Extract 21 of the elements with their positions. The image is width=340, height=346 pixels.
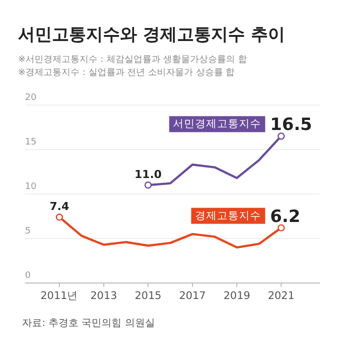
- data-label: 6.2: [270, 206, 300, 227]
- chart-title: 서민고통지수와 경제고통지수 추이: [18, 25, 285, 45]
- data-label: 7.4: [50, 200, 70, 214]
- x-tick-label: 2013: [90, 290, 118, 302]
- y-tick-label: 15: [25, 138, 36, 148]
- chart-subtitle: ※서민경제고통지수 : 체감실업률과 생활물가상승률의 합: [18, 55, 248, 65]
- y-tick-label: 10: [25, 182, 37, 192]
- x-tick-label: 2011년: [40, 290, 78, 302]
- data-label: 16.5: [270, 115, 312, 136]
- series-label: 경제고통지수: [195, 210, 262, 222]
- y-tick-label: 20: [25, 93, 37, 103]
- x-tick-label: 2019: [223, 290, 250, 302]
- y-tick-label: 0: [25, 271, 31, 281]
- text: ※경제고통지수 : 실업률과 전년 소비자물가 상승률 합: [18, 68, 235, 78]
- series-label: 서민경제고통지수: [173, 118, 262, 130]
- data-label: 11.0: [134, 168, 162, 182]
- x-tick-label: 2021: [268, 290, 295, 302]
- y-tick-label: 5: [25, 226, 31, 236]
- text: 자료: 추경호 국민의힘 의원실: [22, 318, 155, 329]
- x-tick-label: 2017: [179, 290, 206, 302]
- x-tick-label: 2015: [134, 290, 162, 302]
